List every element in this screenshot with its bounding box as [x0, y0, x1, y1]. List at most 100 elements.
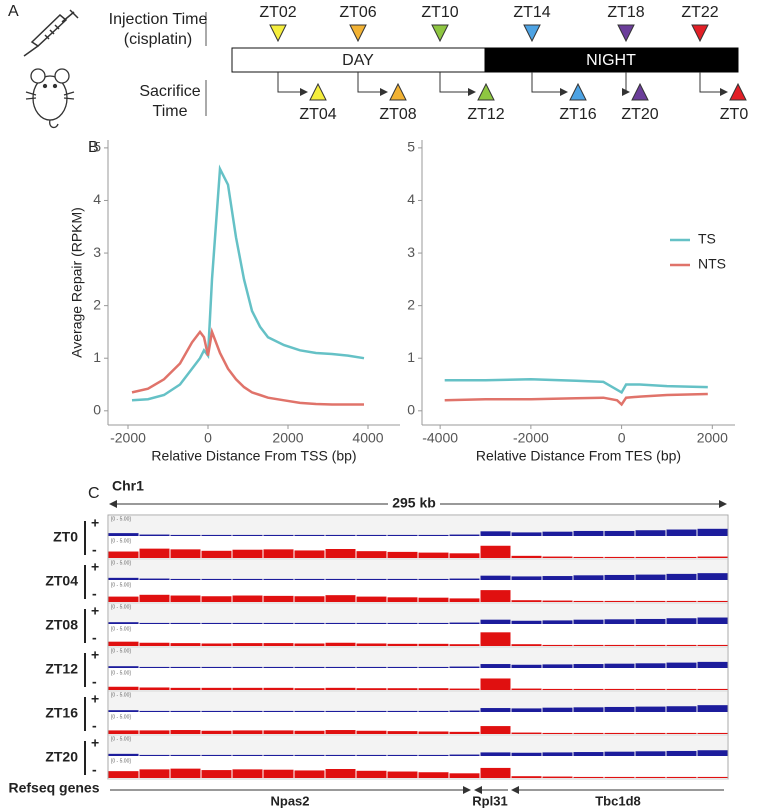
- plus-signal: [542, 531, 573, 536]
- plus-signal: [511, 708, 542, 712]
- minus-signal: [511, 688, 542, 690]
- plus-signal: [480, 708, 511, 712]
- night-bar: [484, 47, 739, 73]
- minus-signal: [697, 688, 728, 690]
- plus-signal: [635, 530, 666, 536]
- minus-label: -: [92, 630, 97, 646]
- plus-signal: [325, 666, 356, 668]
- minus-signal: [697, 556, 728, 558]
- mouse-icon: [25, 68, 75, 129]
- plus-signal: [542, 664, 573, 668]
- gene-label: Rpl31: [472, 793, 507, 808]
- plus-signal: [480, 664, 511, 668]
- plus-signal: [635, 663, 666, 668]
- plus-signal: [232, 666, 263, 668]
- plus-signal: [697, 617, 728, 624]
- minus-signal: [263, 549, 294, 558]
- plus-signal: [201, 622, 232, 624]
- x-tick-label: 2000: [272, 430, 303, 446]
- plus-signal: [356, 578, 387, 580]
- minus-signal: [604, 600, 635, 602]
- plus-signal: [635, 706, 666, 712]
- plus-signal: [232, 534, 263, 536]
- minus-signal: [139, 769, 170, 778]
- plus-signal: [294, 622, 325, 624]
- track-scale: [0 - 5.00]: [111, 736, 131, 742]
- track-scale: [0 - 5.00]: [111, 604, 131, 610]
- minus-signal: [542, 732, 573, 734]
- plus-signal: [139, 578, 170, 580]
- minus-signal: [573, 688, 604, 690]
- track-scale: [0 - 5.00]: [111, 714, 131, 720]
- plus-signal: [232, 622, 263, 624]
- minus-signal: [449, 688, 480, 690]
- minus-signal: [294, 643, 325, 646]
- minus-signal: [480, 632, 511, 646]
- y-tick-label: 0: [93, 402, 101, 418]
- minus-signal: [232, 643, 263, 646]
- plus-signal: [263, 710, 294, 712]
- injection-marker: [523, 24, 541, 43]
- plus-signal: [263, 754, 294, 756]
- track-scale: [0 - 5.00]: [111, 670, 131, 676]
- plus-signal: [573, 619, 604, 624]
- minus-signal: [573, 556, 604, 558]
- plus-signal: [170, 622, 201, 624]
- plus-signal: [480, 575, 511, 580]
- plus-signal: [201, 710, 232, 712]
- plus-signal: [449, 622, 480, 624]
- plus-signal: [511, 752, 542, 756]
- connector: [531, 72, 568, 96]
- plus-label: +: [91, 603, 99, 619]
- sacrifice-label: ZT16: [559, 106, 596, 123]
- connector: [439, 72, 476, 96]
- minus-signal: [387, 597, 418, 602]
- minus-signal: [139, 548, 170, 558]
- plus-signal: [356, 666, 387, 668]
- minus-signal: [201, 596, 232, 602]
- plus-signal: [418, 754, 449, 756]
- plus-signal: [666, 618, 697, 624]
- minus-signal: [449, 773, 480, 778]
- connector: [277, 72, 308, 96]
- minus-signal: [604, 556, 635, 558]
- chromosome-label: Chr1: [112, 478, 144, 494]
- minus-signal: [201, 550, 232, 558]
- sacrifice-marker: [729, 82, 747, 101]
- plus-signal: [604, 530, 635, 536]
- minus-signal: [356, 596, 387, 602]
- plus-signal: [542, 620, 573, 624]
- plus-signal: [418, 578, 449, 580]
- plus-track-bg: [109, 516, 727, 536]
- minus-signal: [449, 644, 480, 646]
- minus-signal: [697, 600, 728, 602]
- x-tick-label: -4000: [422, 430, 458, 446]
- plus-signal: [666, 529, 697, 536]
- plus-label: +: [91, 735, 99, 751]
- plus-label: +: [91, 559, 99, 575]
- plus-signal: [139, 622, 170, 624]
- minus-signal: [449, 731, 480, 734]
- minus-signal: [108, 730, 139, 734]
- injection-marker: [431, 24, 449, 43]
- minus-signal: [139, 687, 170, 690]
- plus-signal: [635, 751, 666, 756]
- minus-signal: [635, 600, 666, 602]
- minus-signal: [170, 730, 201, 734]
- sample-label: ZT20: [45, 749, 78, 765]
- x-tick-label: 4000: [352, 430, 383, 446]
- x-tick-label: 0: [618, 430, 626, 446]
- injection-title: (cisplatin): [124, 31, 192, 48]
- minus-signal: [480, 590, 511, 602]
- plus-signal: [170, 534, 201, 536]
- plus-signal: [263, 534, 294, 536]
- minus-signal: [108, 686, 139, 690]
- minus-signal: [418, 731, 449, 734]
- minus-signal: [294, 550, 325, 558]
- plus-track-bg: [109, 692, 727, 712]
- minus-signal: [511, 644, 542, 646]
- plus-signal: [356, 534, 387, 536]
- plus-signal: [170, 710, 201, 712]
- minus-signal: [201, 770, 232, 778]
